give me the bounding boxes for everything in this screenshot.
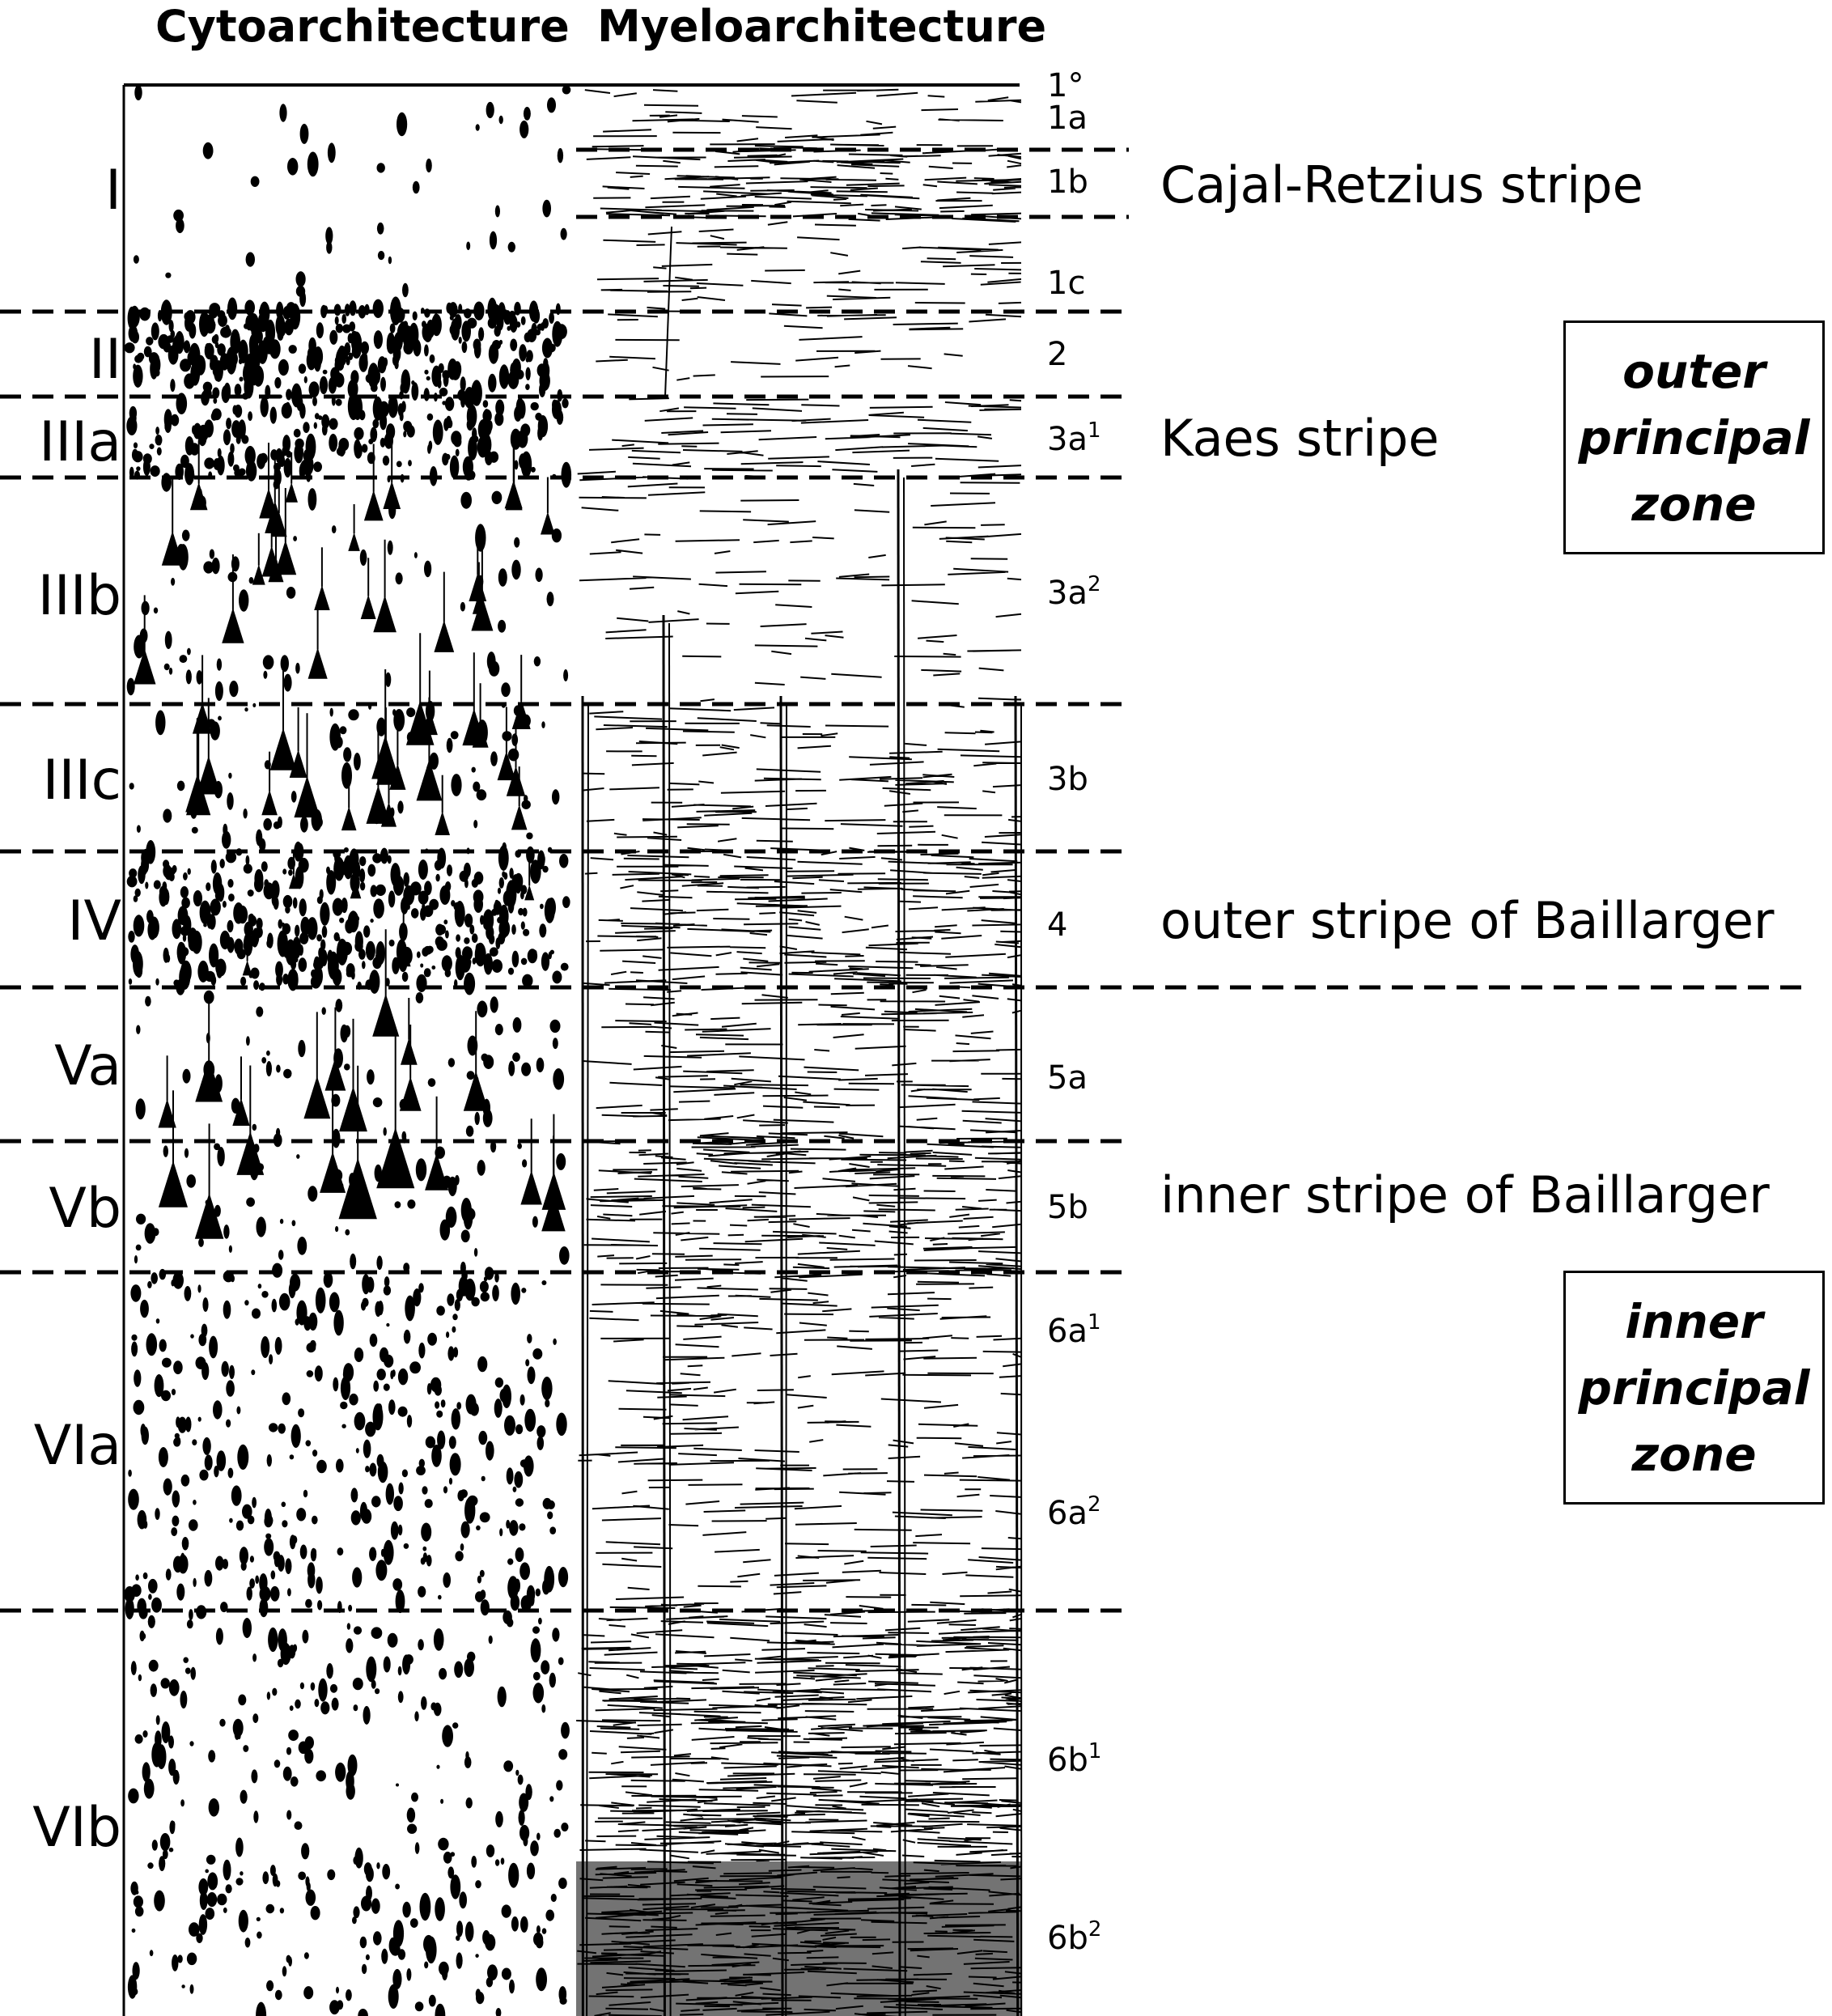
- outer-principal-zone-box: outer principal zone: [1563, 320, 1825, 554]
- sublayer-label-1c: 1c: [1047, 265, 1086, 302]
- zone-line: principal: [1578, 410, 1810, 465]
- sublayer-label-1b: 1b: [1047, 163, 1088, 201]
- sublayer-label-2: 2: [1047, 336, 1068, 373]
- layer-label-VIa: VIa: [33, 1414, 121, 1478]
- sublayer-label-4: 4: [1047, 906, 1068, 944]
- header-cytoarchitecture: Cytoarchitecture: [155, 1, 570, 52]
- zone-line: outer: [1622, 343, 1766, 399]
- sublayer-label-6a1: 6a1: [1047, 1310, 1101, 1350]
- zone-line: zone: [1631, 1426, 1757, 1482]
- cytoarchitecture-panel: [122, 83, 1020, 2016]
- stripe-label-kaes: Kaes stripe: [1160, 409, 1440, 468]
- sublayer-label-3b: 3b: [1047, 761, 1088, 798]
- stripe-label-outer-baillarger: outer stripe of Baillarger: [1160, 891, 1775, 950]
- stripe-label-inner-baillarger: inner stripe of Baillarger: [1160, 1165, 1770, 1224]
- zone-line: principal: [1578, 1360, 1810, 1415]
- sublayer-label-6a2: 6a2: [1047, 1492, 1101, 1532]
- layer-label-I: I: [104, 159, 121, 223]
- header-myeloarchitecture: Myeloarchitecture: [597, 1, 1047, 52]
- layer-label-VIb: VIb: [32, 1796, 121, 1860]
- layer-boundary-lines: [0, 147, 1809, 1613]
- sublayer-label-1a: 1a: [1047, 100, 1088, 137]
- zone-line: inner: [1625, 1293, 1763, 1349]
- layer-label-Va: Va: [54, 1034, 121, 1098]
- layer-label-IIIb: IIIb: [37, 564, 121, 628]
- sublayer-label-3a1: 3a1: [1047, 418, 1101, 458]
- layer-label-IIIc: IIIc: [42, 749, 121, 813]
- sublayer-label-5a: 5a: [1047, 1059, 1088, 1097]
- layer-label-II: II: [88, 328, 121, 392]
- inner-principal-zone-box: inner principal zone: [1563, 1271, 1825, 1505]
- sublayer-label-1deg: 1°: [1047, 67, 1084, 104]
- layer-label-IV: IV: [67, 889, 121, 953]
- sublayer-label-6b2: 6b2: [1047, 1917, 1102, 1957]
- sublayer-label-3a2: 3a2: [1047, 572, 1101, 612]
- zone-line: zone: [1631, 476, 1757, 532]
- layer-label-Vb: Vb: [49, 1177, 121, 1241]
- layer-label-IIIa: IIIa: [39, 410, 121, 474]
- sublayer-label-6b1: 6b1: [1047, 1739, 1102, 1779]
- myeloarchitecture-panel: [576, 88, 1023, 2016]
- stripe-label-cajal-retzius: Cajal-Retzius stripe: [1160, 155, 1643, 214]
- sublayer-label-5b: 5b: [1047, 1189, 1088, 1226]
